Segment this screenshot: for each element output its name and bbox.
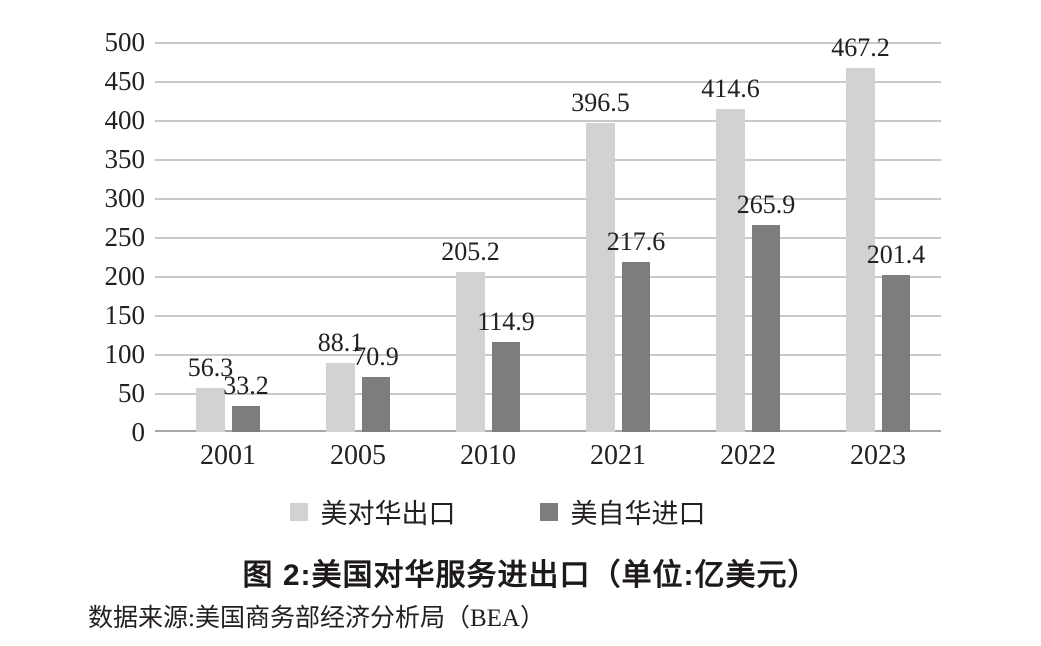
y-axis-tick-label: 450 xyxy=(104,66,146,96)
gridline xyxy=(155,42,941,44)
legend-swatch-export xyxy=(289,502,308,521)
y-axis-tick-label: 0 xyxy=(131,417,146,447)
legend-item: 美对华出口 xyxy=(289,492,456,531)
gridline xyxy=(155,81,941,83)
y-axis-tick-label: 400 xyxy=(104,105,146,135)
x-axis-tick-label: 2010 xyxy=(460,440,516,471)
bar-export xyxy=(716,108,745,432)
gridline xyxy=(155,354,941,356)
gridline xyxy=(155,237,941,239)
bar-import xyxy=(492,342,520,432)
gridline xyxy=(155,120,941,122)
bar-value-label: 414.6 xyxy=(701,73,760,103)
y-axis-tick-label: 350 xyxy=(104,144,146,174)
legend-label: 美自华进口 xyxy=(570,499,706,529)
bar-value-label: 88.1 xyxy=(317,328,364,358)
bar-export xyxy=(456,271,485,432)
x-axis-tick-label: 2005 xyxy=(330,440,386,471)
bar-import xyxy=(362,376,390,432)
bar-value-label: 70.9 xyxy=(353,341,399,371)
bar-export xyxy=(586,122,615,432)
y-axis-tick-label: 100 xyxy=(104,339,146,369)
bar-value-label: 56.3 xyxy=(187,353,234,383)
bar-export xyxy=(196,388,225,432)
x-axis-tick-label: 2023 xyxy=(850,440,906,471)
bar-value-label: 265.9 xyxy=(736,189,796,219)
bar-value-label: 467.2 xyxy=(831,32,890,62)
bar-value-label: 205.2 xyxy=(441,236,500,266)
gridline xyxy=(155,198,941,200)
figure-title: 图 2:美国对华服务进出口（单位:亿美元） xyxy=(242,559,819,592)
y-axis-tick-label: 250 xyxy=(104,222,146,252)
bar-value-label: 33.2 xyxy=(223,371,269,401)
legend-item: 美自华进口 xyxy=(539,492,706,531)
x-axis-tick-label: 2021 xyxy=(590,440,646,471)
x-axis-tick-label: 2022 xyxy=(720,440,776,471)
plot-area: 56.3 33.2 2001 88.1 70.9 2005 205.2 114.9 2010 39… xyxy=(155,33,941,471)
bar-import xyxy=(622,262,650,432)
x-axis-tick-label: 2001 xyxy=(200,440,256,471)
bar-value-label: 114.9 xyxy=(477,307,535,337)
legend-label: 美对华出口 xyxy=(320,499,456,529)
bar-value-label: 201.4 xyxy=(866,239,926,269)
gridline xyxy=(155,159,941,161)
figure-source: 数据来源:美国商务部经济分析局（BEA） xyxy=(88,605,545,632)
y-axis-tick-label: 50 xyxy=(118,378,145,408)
legend-swatch-import xyxy=(539,502,558,521)
gridline xyxy=(155,393,941,395)
x-axis-baseline xyxy=(155,430,941,432)
bar-import xyxy=(882,274,910,432)
gridline xyxy=(155,315,941,317)
y-axis-tick-label: 200 xyxy=(104,261,146,291)
legend: 美对华出口 美自华进口 xyxy=(0,492,995,531)
bar-import xyxy=(752,224,780,432)
bar-import xyxy=(232,406,260,432)
y-axis-tick-label: 500 xyxy=(104,27,146,57)
gridline xyxy=(155,276,941,278)
bar-value-label: 396.5 xyxy=(571,87,630,117)
bar-export xyxy=(846,67,875,432)
bar-value-label: 217.6 xyxy=(606,227,666,257)
bar-export xyxy=(326,363,355,432)
y-axis-tick-label: 300 xyxy=(104,183,146,213)
y-axis-tick-label: 150 xyxy=(104,300,146,330)
